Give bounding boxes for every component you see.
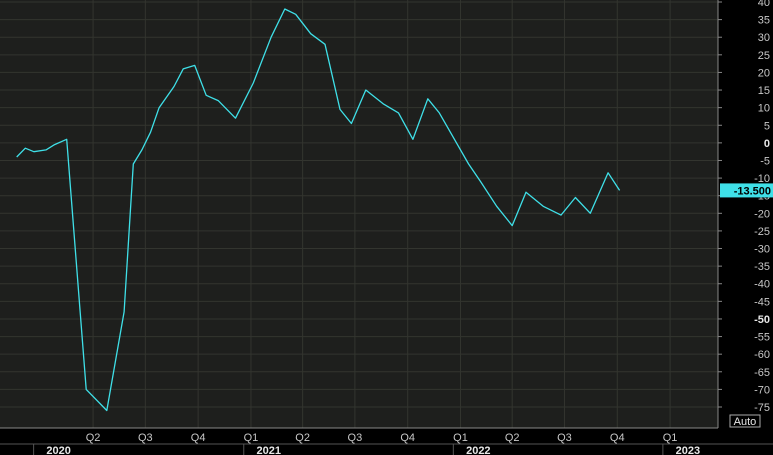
y-tick-label: 35	[758, 15, 770, 27]
series-line	[16, 8, 621, 412]
y-tick-label: 20	[758, 67, 770, 79]
x-axis: Q1Q2Q3Q4Q1Q2Q3Q4Q1Q2Q3Q4Q120192020202120…	[0, 427, 773, 455]
y-tick-label: 5	[764, 120, 770, 132]
year-label: 2020	[46, 445, 70, 455]
y-tick-label: -20	[754, 208, 770, 220]
x-tick-label: Q4	[400, 432, 415, 444]
y-axis: 4035302520151050-5-10-15-20-25-30-35-40-…	[717, 0, 770, 428]
last-value-badge: -13.500	[720, 183, 773, 198]
y-tick-label: -65	[754, 367, 770, 379]
y-tick-label: -50	[754, 314, 770, 326]
x-tick-label: Q3	[138, 432, 153, 444]
y-tick-label: 10	[758, 103, 770, 115]
x-tick-label: Q4	[191, 432, 206, 444]
y-tick-label: -75	[754, 402, 770, 414]
year-label: 2022	[466, 445, 490, 455]
x-tick-label: Q1	[663, 432, 678, 444]
x-tick-label: Q2	[295, 432, 310, 444]
x-tick-label: Q3	[348, 432, 363, 444]
y-tick-label: -60	[754, 349, 770, 361]
x-tick-label: Q1	[244, 432, 259, 444]
y-tick-label: -5	[760, 155, 770, 167]
y-tick-label: 25	[758, 50, 770, 62]
last-value-label: -13.500	[734, 185, 771, 197]
x-tick-label: Q2	[505, 432, 520, 444]
y-tick-label: 0	[764, 138, 770, 150]
x-tick-label: Q1	[453, 432, 468, 444]
y-tick-label: 15	[758, 85, 770, 97]
y-tick-label: -45	[754, 296, 770, 308]
y-tick-label: -35	[754, 261, 770, 273]
plot-area	[0, 0, 718, 428]
grid	[0, 0, 718, 428]
y-tick-label: -70	[754, 384, 770, 396]
y-tick-label: 40	[758, 0, 770, 9]
x-tick-label: Q4	[610, 432, 625, 444]
x-tick-label: Q2	[86, 432, 101, 444]
y-tick-label: -55	[754, 332, 770, 344]
year-label: 2023	[676, 445, 700, 455]
auto-button[interactable]: Auto	[729, 414, 761, 428]
y-tick-label: -25	[754, 226, 770, 238]
auto-button-label: Auto	[734, 416, 757, 428]
y-tick-label: -10	[754, 173, 770, 185]
year-label: 2021	[257, 445, 281, 455]
y-tick-label: -30	[754, 244, 770, 256]
x-tick-label: Q3	[557, 432, 572, 444]
y-tick-label: 30	[758, 32, 770, 44]
y-tick-label: -40	[754, 279, 770, 291]
